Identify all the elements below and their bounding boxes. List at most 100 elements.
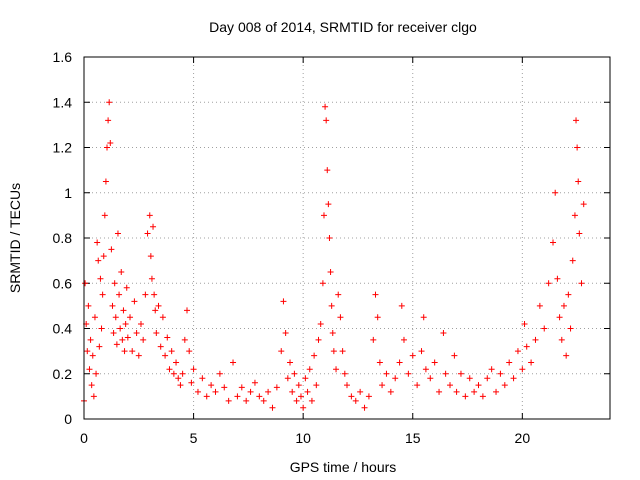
data-point (322, 103, 329, 110)
data-point (221, 384, 228, 391)
data-point (479, 393, 486, 400)
data-point (418, 348, 425, 355)
data-point (260, 397, 267, 404)
data-point (150, 223, 157, 230)
data-point (108, 246, 115, 253)
data-point (550, 239, 557, 246)
data-point (89, 352, 96, 359)
data-point (297, 393, 304, 400)
data-point (140, 336, 147, 343)
data-point (159, 314, 166, 321)
x-tick-label: 15 (405, 430, 421, 446)
data-point (212, 388, 219, 395)
data-point (94, 239, 101, 246)
data-point (344, 382, 350, 389)
data-point (97, 275, 104, 282)
data-point (256, 393, 263, 400)
data-point (142, 291, 149, 298)
data-point (392, 375, 399, 382)
data-point (238, 384, 245, 391)
data-point (578, 280, 585, 287)
data-point (560, 302, 567, 309)
data-point (320, 212, 327, 219)
data-point (278, 348, 285, 355)
data-point (273, 384, 280, 391)
data-point (289, 388, 296, 395)
data-point (135, 352, 142, 359)
data-point (216, 370, 223, 377)
data-point (168, 348, 175, 355)
data-point (243, 397, 250, 404)
data-point (451, 352, 458, 359)
data-point (177, 382, 184, 389)
data-point (247, 388, 254, 395)
data-point (284, 375, 291, 382)
grid-layer (84, 57, 610, 419)
data-point (280, 298, 287, 305)
data-point (265, 388, 272, 395)
data-point (414, 382, 421, 389)
data-point (573, 117, 580, 124)
data-point (98, 325, 105, 332)
data-point (324, 167, 331, 174)
data-point (575, 178, 582, 185)
data-point (88, 382, 95, 389)
data-point (170, 370, 177, 377)
data-point (129, 348, 136, 355)
data-point (521, 320, 528, 327)
data-point (293, 397, 300, 404)
data-point (86, 366, 93, 373)
data-point (541, 325, 548, 332)
data-point (335, 291, 342, 298)
data-point (329, 330, 336, 337)
data-point (107, 139, 114, 146)
data-point (506, 359, 513, 366)
data-point (102, 178, 109, 185)
data-point (105, 117, 112, 124)
data-point (514, 348, 521, 355)
data-point (317, 320, 324, 327)
data-point (580, 201, 587, 208)
data-point (269, 404, 276, 411)
data-point (230, 359, 237, 366)
data-point (287, 359, 294, 366)
data-point (510, 375, 517, 382)
data-point (306, 366, 313, 373)
data-point (339, 348, 346, 355)
data-point (337, 314, 344, 321)
data-point (152, 307, 159, 314)
data-point (186, 348, 193, 355)
data-point (365, 393, 372, 400)
data-point (427, 375, 434, 382)
data-point (118, 268, 125, 275)
data-point (137, 320, 144, 327)
data-point (554, 275, 561, 282)
data-point (523, 343, 530, 350)
data-point (453, 388, 460, 395)
data-point (341, 370, 348, 377)
data-point (96, 343, 103, 350)
data-point (558, 336, 565, 343)
data-point (188, 379, 195, 386)
data-point (315, 336, 322, 343)
data-point (93, 370, 100, 377)
data-point (532, 336, 539, 343)
y-tick-label: 1.6 (53, 49, 73, 65)
data-point (457, 370, 464, 377)
data-point (323, 117, 330, 124)
data-point (144, 230, 151, 237)
x-tick-label: 10 (295, 430, 311, 446)
data-point (162, 352, 169, 359)
data-point (120, 307, 127, 314)
data-point (133, 330, 140, 337)
data-point (475, 382, 482, 389)
data-point (225, 397, 232, 404)
data-point (400, 336, 407, 343)
data-point (396, 359, 403, 366)
data-point (409, 352, 416, 359)
y-tick-label: 0.2 (53, 366, 73, 382)
data-point (84, 348, 91, 355)
data-point (85, 302, 92, 309)
data-point (234, 393, 241, 400)
data-point (556, 314, 563, 321)
